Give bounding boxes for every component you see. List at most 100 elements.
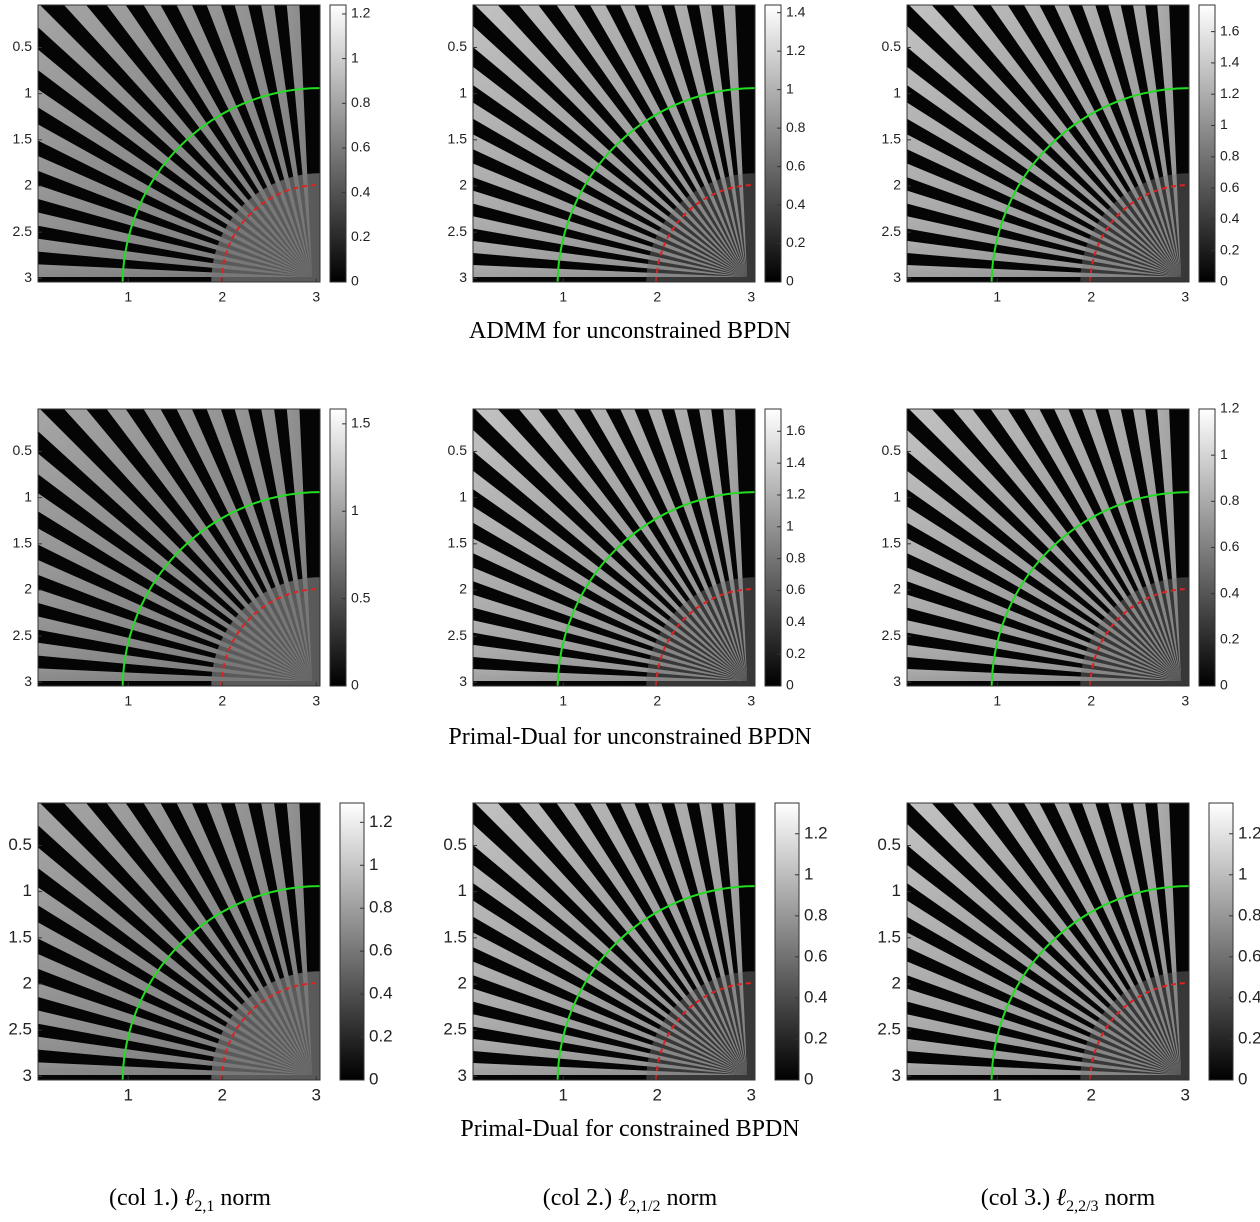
y-tick-label: 2	[459, 581, 467, 597]
spoke	[473, 163, 747, 277]
spoke	[907, 932, 1181, 1075]
spoke	[907, 470, 1181, 681]
colorbar-tick-label: 0.2	[786, 234, 806, 250]
y-tick-label: 1.5	[13, 535, 33, 551]
y-tick-label: 3	[459, 673, 467, 689]
spoke	[648, 803, 747, 1075]
y-tick-label: 2.5	[882, 627, 902, 643]
spoke	[909, 5, 1181, 277]
spoke	[620, 409, 747, 681]
colorbar-tick-label: 0.6	[786, 157, 806, 173]
caption-symbol: ℓ	[184, 1185, 194, 1211]
y-tick-label: 2.5	[8, 1020, 32, 1039]
colorbar-tick-label: 0.6	[804, 946, 828, 965]
caption-symbol: ℓ	[1056, 1185, 1066, 1211]
spoke	[723, 5, 747, 277]
spoke	[990, 5, 1181, 277]
spoke	[699, 5, 747, 277]
colorbar-tick-label: 0.8	[1220, 148, 1240, 164]
red-arc	[220, 588, 320, 686]
colorbar-tick-label: 1	[1220, 446, 1228, 462]
x-tick-label: 2	[1087, 693, 1095, 709]
x-tick-label: 1	[124, 289, 132, 305]
colorbar-tick-label: 0.2	[351, 228, 371, 244]
y-tick-label: 2	[893, 581, 901, 597]
panel: 1 2 3 0.5 1 1.5 2 2.5 3 0 0.2 0.4 0.6 0.8 1 1.2	[8, 802, 393, 1104]
y-tick-label: 3	[24, 269, 32, 285]
colorbar-tick-label: 1	[1220, 116, 1228, 132]
caption-symbol: ℓ	[618, 1185, 628, 1211]
spoke	[473, 1063, 747, 1075]
green-arc	[121, 491, 320, 686]
spoke	[473, 644, 747, 681]
spoke	[1108, 5, 1181, 277]
colorbar-tick-label: 0.8	[369, 898, 393, 917]
caption-prefix: (col 3.)	[981, 1185, 1050, 1211]
spoke	[475, 5, 747, 277]
spoke	[473, 1038, 747, 1075]
spoke	[907, 102, 1181, 277]
colorbar-tick-label: 1.2	[804, 823, 828, 842]
colorbar-tick-label: 0.6	[1220, 538, 1240, 554]
row-caption: Primal-Dual for constrained BPDN	[460, 1116, 799, 1142]
colorbar-tick-label: 0.2	[1220, 631, 1240, 647]
y-tick-label: 2	[459, 177, 467, 193]
spoke	[589, 5, 747, 277]
spoke	[907, 1063, 1181, 1075]
panel: 1 2 3 0.5 1 1.5 2 2.5 3 0 0.5 1 1.5	[13, 408, 371, 709]
spoke	[909, 409, 1181, 681]
y-tick-label: 0.5	[882, 38, 902, 54]
col-caption: (col 3.) ℓ2,2/3 norm	[981, 1185, 1156, 1215]
colorbar-tick-label: 0.6	[351, 139, 371, 155]
spoke	[473, 66, 747, 277]
colorbar-tick-label: 0.4	[1238, 987, 1260, 1006]
y-tick-label: 0.5	[13, 38, 33, 54]
x-tick-label: 1	[993, 289, 1001, 305]
spoke	[907, 190, 1181, 277]
caption-suffix: norm	[667, 1185, 718, 1211]
spoke	[907, 240, 1181, 277]
spoke	[589, 803, 747, 1075]
colorbar-tick-label: 0.4	[786, 196, 806, 212]
spoke	[907, 506, 1181, 681]
spoke	[473, 669, 747, 681]
green-arc	[990, 491, 1189, 686]
x-tick-label: 2	[218, 693, 226, 709]
colorbar-tick-label: 1.2	[369, 812, 393, 831]
x-tick-label: 3	[312, 1085, 321, 1104]
y-tick-label: 1	[459, 84, 467, 100]
y-tick-label: 1	[893, 488, 901, 504]
spoke	[723, 803, 747, 1075]
blur-core	[1080, 577, 1189, 686]
y-tick-label: 2.5	[877, 1020, 901, 1039]
image	[473, 5, 755, 282]
blur-core	[646, 173, 755, 282]
spoke	[473, 538, 747, 681]
colorbar-tick-label: 0.5	[351, 589, 371, 605]
spoke	[952, 409, 1181, 681]
colorbar-tick-label: 0.2	[1220, 241, 1240, 257]
green-arc	[990, 885, 1189, 1080]
axes-box	[37, 802, 321, 1081]
spoke	[1054, 5, 1181, 277]
spoke	[589, 409, 747, 681]
y-tick-label: 1	[459, 488, 467, 504]
y-tick-label: 2.5	[13, 627, 33, 643]
y-tick-label: 1.5	[443, 927, 467, 946]
y-tick-label: 1.5	[448, 131, 468, 147]
spoke	[475, 409, 747, 681]
colorbar-tick-label: 1	[786, 518, 794, 534]
x-tick-label: 3	[1181, 693, 1189, 709]
colorbar-tick-label: 0.6	[369, 941, 393, 960]
colorbar-tick-label: 0.8	[804, 905, 828, 924]
colorbar-tick-label: 1.2	[786, 42, 806, 58]
colorbar-tick-label: 0.4	[351, 183, 371, 199]
red-arc	[1089, 588, 1189, 686]
colorbar-tick-label: 0	[351, 273, 359, 289]
x-tick-label: 3	[747, 289, 755, 305]
green-arc	[121, 885, 320, 1080]
axes-box	[37, 4, 321, 283]
panel: 1 2 3 0.5 1 1.5 2 2.5 3 0 0.2 0.4 0.6 0.8 1 1.2 1.4	[448, 3, 806, 305]
y-tick-label: 2	[458, 973, 467, 992]
caption-suffix: norm	[1105, 1185, 1156, 1211]
